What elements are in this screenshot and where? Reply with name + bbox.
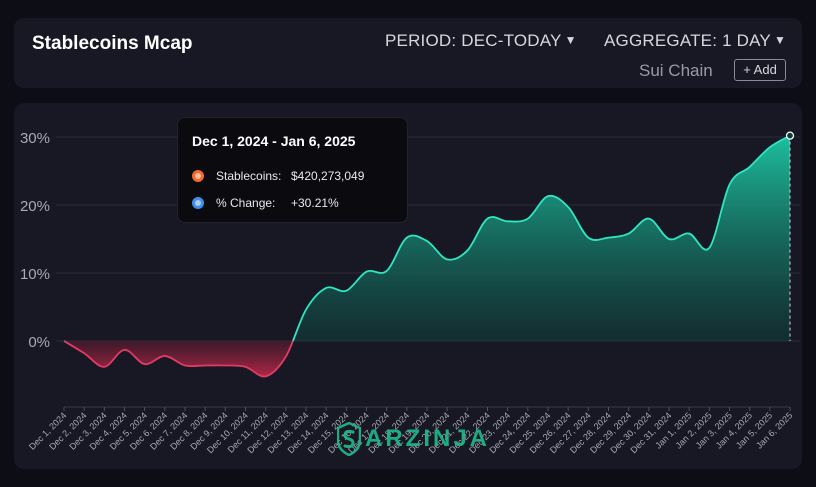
- data-point[interactable]: [728, 183, 732, 187]
- data-point[interactable]: [163, 354, 167, 358]
- data-point[interactable]: [445, 257, 449, 261]
- data-point[interactable]: [687, 232, 691, 236]
- series-line-positive: [64, 134, 791, 341]
- data-point[interactable]: [183, 363, 187, 367]
- data-point[interactable]: [546, 194, 550, 198]
- data-point[interactable]: [425, 239, 429, 243]
- data-point[interactable]: [748, 165, 752, 169]
- data-point[interactable]: [143, 362, 147, 366]
- arzinja-logo-icon: [337, 422, 361, 456]
- aggregate-dropdown[interactable]: AGGREGATE: 1 DAY ▼: [604, 31, 786, 51]
- data-point[interactable]: [647, 217, 651, 221]
- tooltip-row-change: % Change: +30.21%: [192, 196, 339, 210]
- chart-tooltip: Dec 1, 2024 - Jan 6, 2025 Stablecoins: $4…: [177, 117, 408, 223]
- data-point[interactable]: [244, 365, 248, 369]
- blue-dot-icon: [192, 197, 204, 209]
- watermark-text: ARZINJA: [365, 425, 491, 452]
- data-point[interactable]: [344, 289, 348, 293]
- period-label: PERIOD: DEC-TODAY: [385, 31, 562, 50]
- y-tick-label: 10%: [20, 266, 50, 283]
- aggregate-label: AGGREGATE: 1 DAY: [604, 31, 771, 50]
- area-layer: [64, 135, 790, 377]
- watermark: ARZINJA: [337, 419, 490, 459]
- data-point[interactable]: [768, 145, 772, 149]
- tooltip-row-stablecoins: Stablecoins: $420,273,049: [192, 169, 364, 183]
- tooltip-label: Stablecoins:: [216, 169, 282, 183]
- data-point[interactable]: [223, 363, 227, 367]
- data-point[interactable]: [405, 236, 409, 240]
- data-point[interactable]: [627, 232, 631, 236]
- data-point[interactable]: [506, 219, 510, 223]
- negative-area: [64, 341, 790, 377]
- positive-area: [64, 135, 790, 341]
- chain-name: Sui Chain: [639, 61, 713, 80]
- y-tick-label: 20%: [20, 198, 50, 215]
- tooltip-title: Dec 1, 2024 - Jan 6, 2025: [192, 133, 356, 149]
- data-point[interactable]: [365, 270, 369, 274]
- data-point[interactable]: [385, 269, 389, 273]
- data-point[interactable]: [607, 236, 611, 240]
- caret-down-icon: ▼: [564, 33, 577, 47]
- orange-dot-icon: [192, 170, 204, 182]
- header-panel: Stablecoins Mcap PERIOD: DEC-TODAY ▼ AGGR…: [14, 18, 802, 88]
- data-point[interactable]: [566, 205, 570, 209]
- series-line-negative: [63, 341, 294, 378]
- tooltip-value: $420,273,049: [291, 169, 365, 183]
- data-point[interactable]: [526, 217, 530, 221]
- data-point[interactable]: [82, 351, 86, 355]
- data-point[interactable]: [667, 237, 671, 241]
- data-point[interactable]: [102, 365, 106, 369]
- tooltip-value: +30.21%: [291, 196, 339, 210]
- data-point[interactable]: [324, 286, 328, 290]
- period-dropdown[interactable]: PERIOD: DEC-TODAY ▼: [385, 31, 577, 51]
- add-button[interactable]: + Add: [734, 59, 786, 81]
- data-point[interactable]: [264, 374, 268, 378]
- data-point[interactable]: [203, 363, 207, 367]
- y-tick-label: 0%: [28, 334, 50, 351]
- caret-down-icon: ▼: [773, 33, 787, 47]
- data-point[interactable]: [304, 308, 308, 312]
- data-point[interactable]: [62, 339, 66, 343]
- data-point[interactable]: [586, 236, 590, 240]
- y-tick-label: 30%: [20, 130, 50, 147]
- page-title: Stablecoins Mcap: [32, 33, 193, 54]
- data-point[interactable]: [123, 348, 127, 352]
- data-point[interactable]: [707, 246, 711, 250]
- tooltip-label: % Change:: [216, 196, 276, 210]
- hover-marker: [785, 131, 795, 140]
- data-point[interactable]: [284, 355, 288, 359]
- data-point[interactable]: [465, 249, 469, 253]
- data-point[interactable]: [486, 217, 490, 221]
- line-layer: [62, 131, 795, 378]
